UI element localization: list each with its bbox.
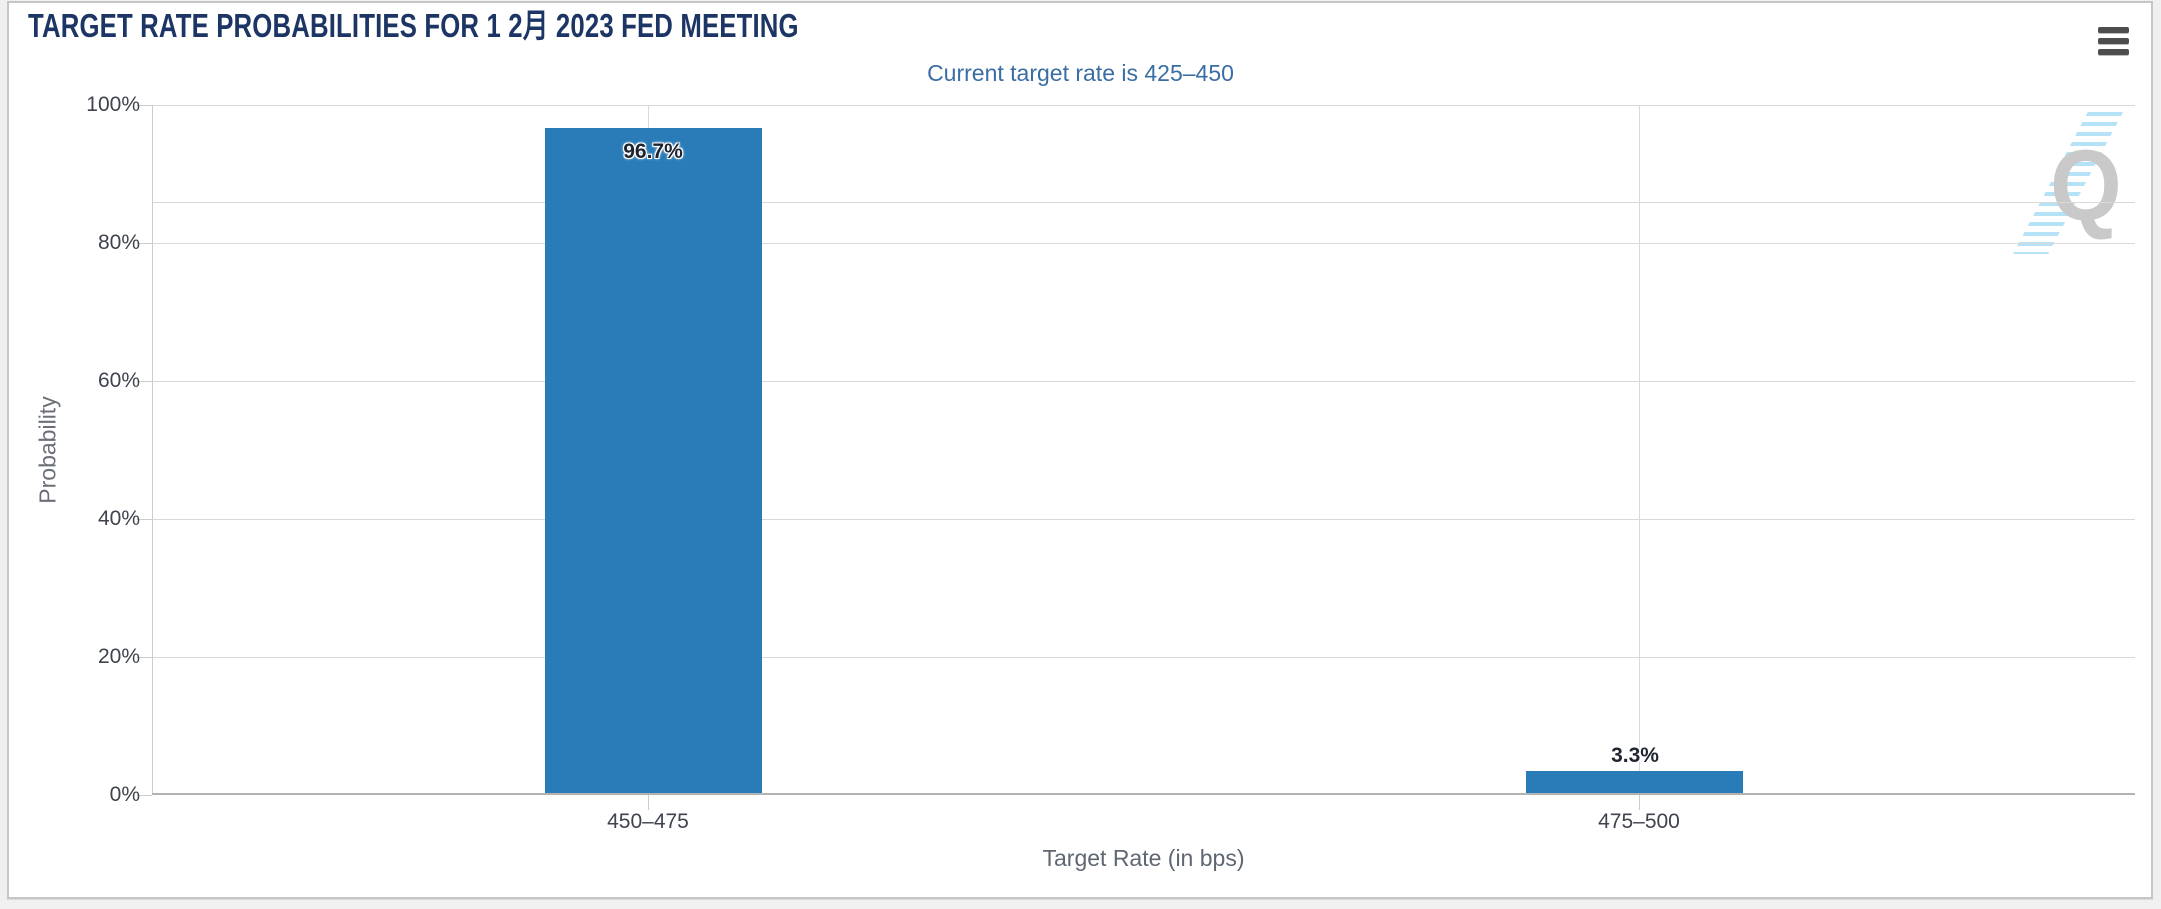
y-axis-line [152,105,153,795]
plot-area [137,105,2135,810]
y-tick-label-60: 60% [97,369,140,392]
gridline-40pct [152,519,2135,520]
data-label-475-500: 3.3% [1611,744,1659,767]
chart-context-menu-button[interactable] [2090,20,2136,62]
chart-container [7,1,2153,899]
bar-450-475[interactable] [545,128,762,794]
gridline-80pct [152,243,2135,244]
bar-475-500[interactable] [1526,771,1743,794]
hamburger-icon [2097,49,2129,55]
y-tick [137,795,152,796]
x-axis-line [152,793,2135,795]
x-category-label-1: 450–475 [607,810,689,833]
y-tick-label-40: 40% [97,507,140,530]
hamburger-icon [2097,27,2129,33]
y-tick [137,381,152,382]
y-tick [137,243,152,244]
gridline-86pct [152,202,2135,203]
y-tick-label-80: 80% [97,231,140,254]
y-tick [137,519,152,520]
y-tick-label-20: 20% [97,645,140,668]
y-tick [137,105,152,106]
x-category-label-2: 475–500 [1598,810,1680,833]
x-axis-title: Target Rate (in bps) [1042,845,1245,871]
data-label-450-475: 96.7% [623,140,683,163]
y-tick-label-0: 0% [109,783,140,806]
x-tick [648,795,649,810]
x-tick [1639,795,1640,810]
y-tick [137,657,152,658]
hamburger-icon [2097,38,2129,44]
y-tick-label-100: 100% [86,93,140,116]
gridline-20pct [152,657,2135,658]
gridline-60pct [152,381,2135,382]
chart-subtitle: Current target rate is 425–450 [927,60,1234,86]
chart-title: TARGET RATE PROBABILITIES FOR 1 2月 2023 … [28,7,799,44]
gridline-category-2 [1639,105,1640,795]
gridline-100pct [152,105,2135,106]
